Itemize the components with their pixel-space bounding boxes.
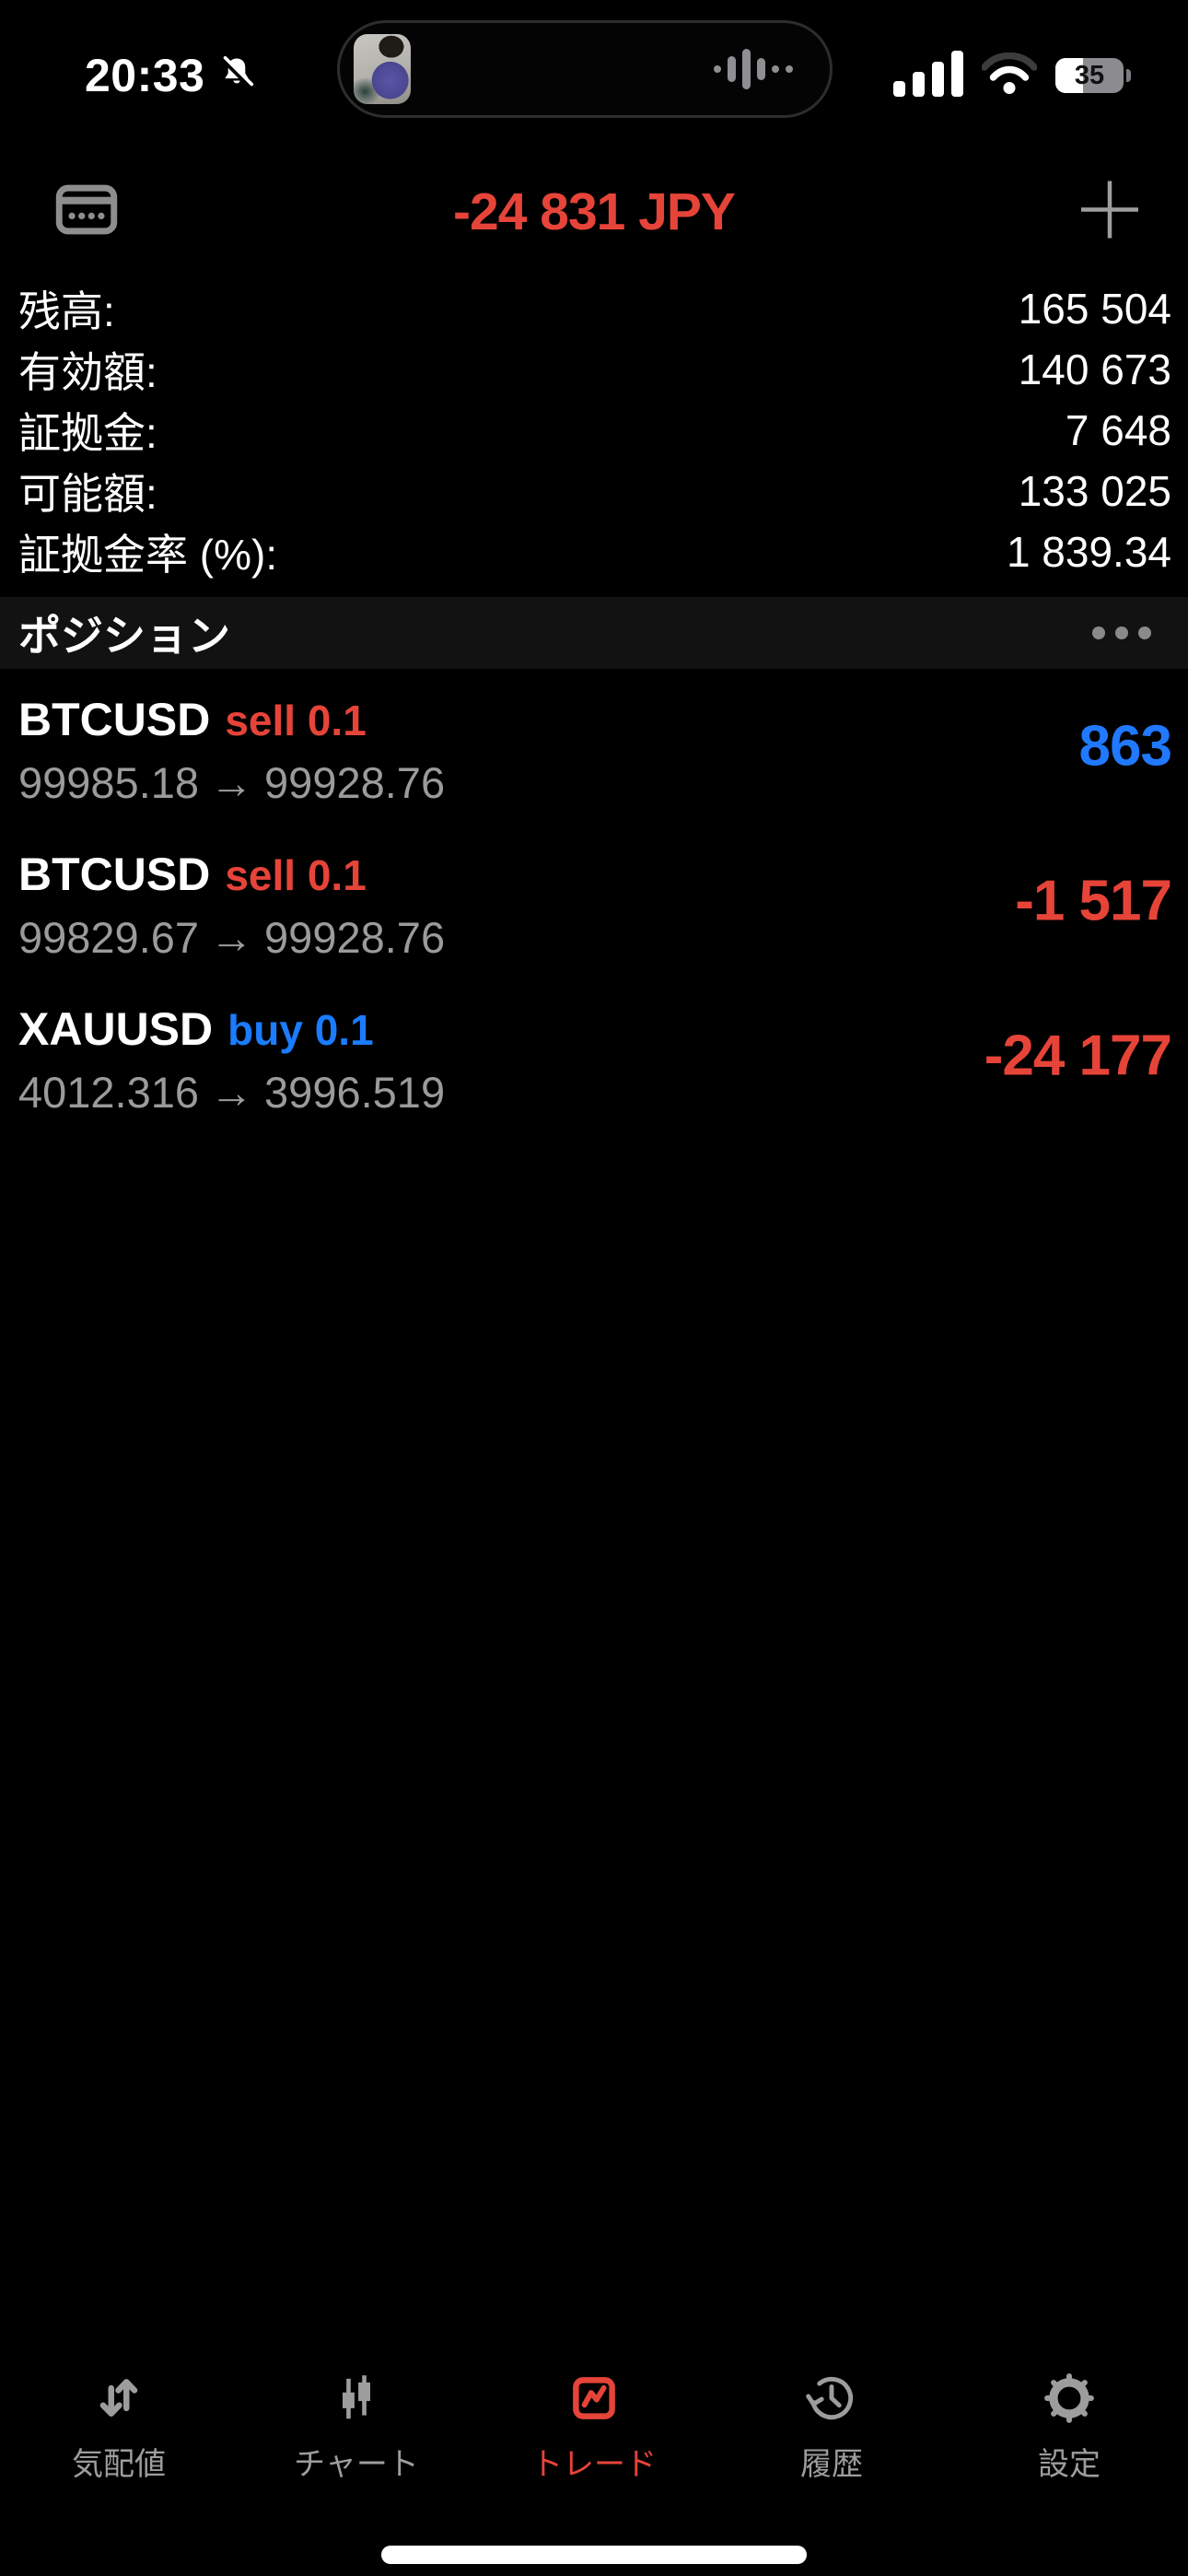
positions-list: BTCUSD sell 0.1 99985.18 → 99928.76 863 …	[0, 669, 1188, 1133]
account-label: 証拠金率 (%):	[18, 531, 278, 579]
tab-label: 履歴	[800, 2447, 863, 2482]
tab-label: 気配値	[72, 2447, 166, 2482]
tab-label: 設定	[1038, 2447, 1101, 2482]
account-value: 140 673	[1018, 345, 1171, 393]
wifi-icon	[981, 52, 1038, 100]
positions-title: ポジション	[18, 612, 230, 660]
tab-bar: 気配値 チャート トレード	[0, 2355, 1188, 2516]
tab-label: チャート	[294, 2447, 419, 2482]
tab-trade[interactable]: トレード	[475, 2355, 713, 2516]
position-profit: 863	[1078, 714, 1172, 779]
battery-percent: 35	[1074, 60, 1105, 90]
candlestick-icon	[328, 2370, 385, 2431]
account-row-free-margin: 可能額: 133 025	[18, 461, 1171, 521]
tab-history[interactable]: 履歴	[713, 2355, 950, 2516]
current-price: 3996.519	[264, 1068, 446, 1117]
account-row-equity: 有効額: 140 673	[18, 339, 1171, 400]
cellular-signal-icon	[893, 50, 963, 101]
tab-settings[interactable]: 設定	[950, 2355, 1188, 2516]
account-label: 証拠金:	[18, 409, 157, 457]
position-price-line: 99829.67 → 99928.76	[18, 912, 1171, 963]
dynamic-island[interactable]	[337, 20, 833, 118]
account-label: 有効額:	[18, 348, 157, 396]
gear-icon	[1041, 2370, 1098, 2431]
open-price: 99829.67	[18, 913, 200, 962]
position-row[interactable]: BTCUSD sell 0.1 99829.67 → 99928.76 -1 5…	[0, 824, 1188, 978]
tab-charts[interactable]: チャート	[238, 2355, 475, 2516]
positions-section-header: ポジション	[0, 597, 1188, 669]
ellipsis-icon[interactable]	[1092, 626, 1151, 639]
position-title-line: XAUUSD buy 0.1	[18, 1002, 1171, 1056]
arrow-icon: →	[210, 758, 254, 807]
account-value: 1 839.34	[1006, 528, 1171, 576]
current-price: 99928.76	[264, 913, 446, 962]
position-side-volume: buy 0.1	[227, 1006, 374, 1054]
position-profit: -24 177	[984, 1024, 1172, 1088]
album-art-thumbnail	[354, 34, 411, 104]
position-title-line: BTCUSD sell 0.1	[18, 693, 1171, 746]
account-label: 残高:	[18, 287, 115, 335]
battery-nub	[1126, 69, 1131, 82]
position-side-volume: sell 0.1	[225, 851, 367, 899]
position-price-line: 4012.316 → 3996.519	[18, 1067, 1171, 1118]
position-symbol: BTCUSD	[18, 694, 211, 745]
clock-time: 20:33	[85, 50, 205, 101]
account-row-margin: 証拠金: 7 648	[18, 400, 1171, 461]
arrow-icon: →	[210, 1068, 254, 1117]
home-indicator[interactable]	[381, 2546, 807, 2564]
trade-header: -24 831 JPY	[0, 164, 1188, 260]
credit-card-icon[interactable]	[55, 184, 118, 240]
account-value: 165 504	[1018, 285, 1171, 333]
notifications-muted-icon	[215, 53, 258, 100]
account-summary: 残高: 165 504 有効額: 140 673 証拠金: 7 648 可能額:…	[18, 278, 1171, 582]
audio-waveform-icon	[714, 49, 793, 89]
position-symbol: BTCUSD	[18, 849, 211, 900]
trade-chart-icon	[565, 2370, 623, 2431]
arrows-up-down-icon	[90, 2370, 147, 2431]
account-value: 7 648	[1065, 406, 1171, 454]
total-profit-loss: -24 831 JPY	[453, 182, 736, 241]
account-row-balance: 残高: 165 504	[18, 278, 1171, 339]
position-title-line: BTCUSD sell 0.1	[18, 848, 1171, 901]
plus-icon[interactable]	[1079, 180, 1140, 245]
tab-quotes[interactable]: 気配値	[0, 2355, 238, 2516]
position-side-volume: sell 0.1	[225, 697, 367, 744]
account-value: 133 025	[1018, 467, 1171, 515]
open-price: 99985.18	[18, 758, 200, 807]
battery-icon: 35	[1055, 58, 1131, 93]
position-row[interactable]: BTCUSD sell 0.1 99985.18 → 99928.76 863	[0, 669, 1188, 824]
history-clock-icon	[803, 2370, 860, 2431]
tab-label: トレード	[531, 2447, 657, 2482]
position-profit: -1 517	[1015, 869, 1172, 933]
account-row-margin-level: 証拠金率 (%): 1 839.34	[18, 521, 1171, 582]
arrow-icon: →	[210, 913, 254, 962]
battery-fill	[1055, 58, 1083, 93]
status-left: 20:33	[85, 49, 258, 102]
account-label: 可能額:	[18, 470, 157, 518]
current-price: 99928.76	[264, 758, 446, 807]
position-price-line: 99985.18 → 99928.76	[18, 757, 1171, 808]
status-right: 35	[893, 50, 1131, 101]
open-price: 4012.316	[18, 1068, 200, 1117]
position-row[interactable]: XAUUSD buy 0.1 4012.316 → 3996.519 -24 1…	[0, 978, 1188, 1133]
status-bar: 20:33	[0, 0, 1188, 138]
position-symbol: XAUUSD	[18, 1003, 214, 1055]
